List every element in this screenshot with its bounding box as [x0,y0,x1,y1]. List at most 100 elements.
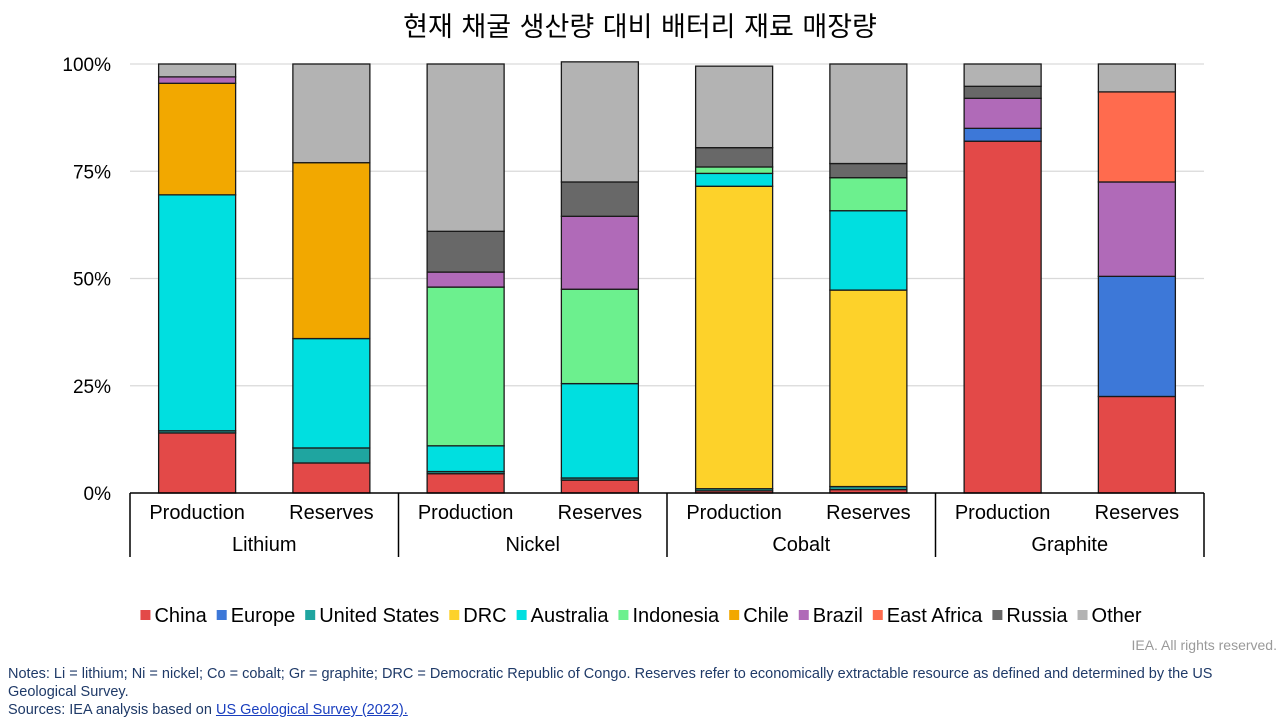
legend-item-drc: DRC [449,605,507,627]
legend-swatch [618,610,629,620]
legend-swatch [992,610,1003,620]
bar-segment-brazil [157,76,237,84]
bar-segment-drc [694,185,774,490]
bar-segment-indonesia [829,177,908,212]
notes-text: Notes: Li = lithium; Ni = nickel; Co = c… [8,666,1213,700]
legend-label: Indonesia [632,605,720,627]
y-tick-label: 0% [84,484,112,505]
legend-item-europe: Europe [216,605,296,627]
legend-label: East Africa [887,605,983,627]
bar-segment-indonesia [694,166,774,175]
x-category-label: Reserves [289,502,373,524]
sources-prefix: Sources: IEA analysis based on [8,702,216,718]
bar-segment-east-africa [1097,91,1177,183]
bar-segment-other [694,65,774,149]
legend-swatch [798,610,809,620]
bar-segment-australia [560,382,640,479]
y-tick-label: 50% [73,270,111,291]
x-category-label: Reserves [826,502,910,524]
x-category-label: Production [149,502,245,524]
legend-swatch [216,610,227,620]
bar-segment-united-states [292,447,371,464]
bar-segment-indonesia [560,288,640,385]
x-group-label: Cobalt [772,534,830,556]
bar-segment-other [292,63,371,164]
x-group-label: Lithium [232,534,296,556]
legend-label: China [154,605,207,627]
bar-segment-indonesia [426,286,505,447]
x-category-label: Production [686,502,782,524]
sources-text: Sources: IEA analysis based on US Geolog… [8,701,1270,719]
legend-item-brazil: Brazil [798,605,863,627]
bar-segment-china [560,479,640,494]
x-category-label: Production [418,502,514,524]
legend-swatch [449,610,460,620]
legend-swatch [140,610,151,620]
bar-segment-other [426,63,505,232]
bar-segment-other [560,61,640,183]
sources-link[interactable]: US Geological Survey (2022). [215,702,408,718]
bar-segment-china [292,462,371,494]
bar-segment-china [1097,395,1177,494]
legend-label: Australia [531,605,610,627]
legend-label: Other [1092,605,1142,627]
legend-label: Chile [743,605,789,627]
legend-label: Russia [1006,605,1068,627]
x-category-label: Production [955,502,1051,524]
bars [157,61,1177,494]
bar-segment-europe [1097,275,1177,398]
legend-item-indonesia: Indonesia [618,605,720,627]
legend-item-other: Other [1077,605,1142,627]
bar-segment-australia [157,194,237,432]
x-category-label: Reserves [558,502,642,524]
credit-text: IEA. All rights reserved. [1131,637,1277,653]
bar-segment-europe [963,127,1042,142]
x-group-label: Nickel [506,534,560,556]
legend: China Europe United States DRC Australia Indo… [140,605,1142,627]
legend-swatch [305,610,316,620]
bar-segment-russia [426,230,505,273]
bar-segment-chile [157,82,237,196]
legend-item-russia: Russia [992,605,1068,627]
bar-segment-other [157,63,237,78]
bar-segment-russia [694,147,774,168]
bar-segment-chile [292,162,371,340]
legend-swatch [729,610,740,620]
x-group-label: Graphite [1031,534,1108,556]
bar-segment-brazil [1097,181,1177,278]
legend-swatch [872,610,883,620]
bar-segment-australia [292,337,371,449]
legend-label: United States [319,605,439,627]
legend-label: Brazil [813,605,863,627]
bar-segment-australia [694,172,774,187]
bar-segment-russia [560,181,640,217]
y-tick-label: 100% [62,55,111,76]
legend-label: DRC [463,605,506,627]
gridlines [130,63,1204,387]
legend-swatch [516,610,527,620]
bar-segment-drc [829,289,908,488]
bar-segment-china [157,432,237,494]
legend-item-chile: Chile [729,605,789,627]
bar-segment-china [426,473,505,494]
y-tick-label: 75% [73,162,111,183]
bar-segment-china [963,140,1042,494]
bar-segment-russia [963,85,1042,99]
legend-item-united-states: United States [305,605,439,627]
x-category-label: Reserves [1095,502,1179,524]
legend-item-australia: Australia [516,605,610,627]
bar-segment-brazil [426,271,505,288]
bar-segment-other [1097,63,1177,93]
bar-segment-australia [829,210,908,291]
bar-segment-other [829,63,908,165]
x-axis: Production Reserves Lithium Production Reser… [129,492,1205,557]
y-axis: 0% 25% 50% 75% 100% [62,55,111,505]
legend-item-china: China [140,605,208,627]
bar-segment-brazil [963,97,1042,130]
legend-label: Europe [231,605,296,627]
bar-segment-russia [829,162,908,179]
legend-item-east-africa: East Africa [872,605,983,627]
chart-title: 현재 채굴 생산량 대비 배터리 재료 매장량 [403,12,877,43]
bar-segment-brazil [560,215,640,290]
